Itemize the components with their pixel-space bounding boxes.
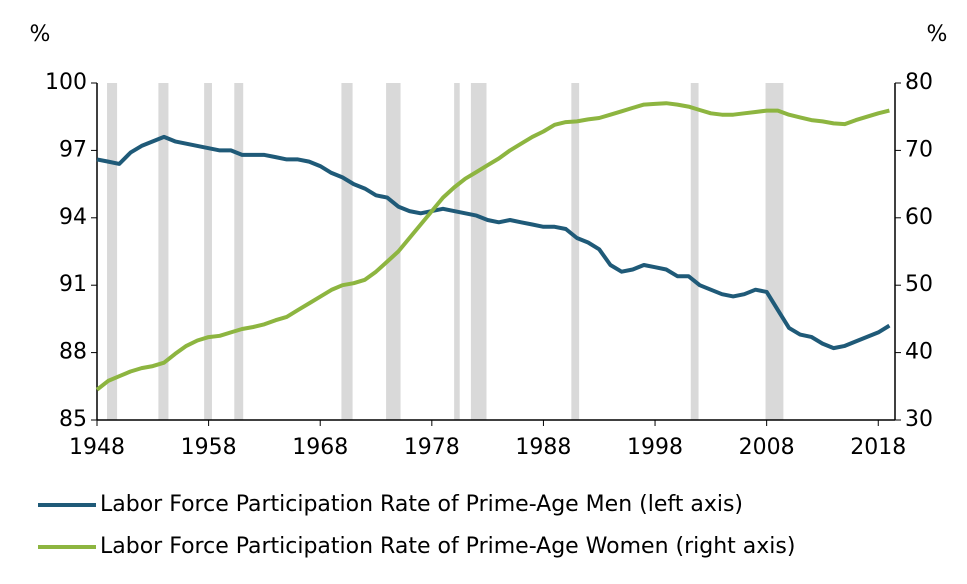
recession-band — [204, 83, 212, 420]
y2-tick-label: 50 — [905, 272, 933, 297]
x-tick-label: 2008 — [739, 435, 795, 460]
x-tick-label: 1988 — [515, 435, 571, 460]
y2-tick-label: 70 — [905, 137, 933, 162]
x-tick-label: 1968 — [292, 435, 348, 460]
x-tick-label: 1998 — [627, 435, 683, 460]
recession-band — [107, 83, 118, 420]
series-line — [95, 101, 890, 392]
y2-tick-label: 80 — [905, 70, 933, 95]
recession-band — [765, 83, 784, 420]
recession-band — [571, 83, 580, 420]
y2-tick-label: 40 — [905, 340, 933, 365]
recession-band — [690, 83, 699, 420]
y-tick-label: 97 — [59, 137, 87, 162]
recession-band — [454, 83, 460, 420]
legend-label: Labor Force Participation Rate of Prime-… — [100, 492, 743, 517]
x-tick-label: 2018 — [850, 435, 906, 460]
legend-label: Labor Force Participation Rate of Prime-… — [100, 534, 795, 559]
y2-tick-label: 60 — [905, 205, 933, 230]
series-line — [96, 134, 891, 351]
y-tick-label: 91 — [59, 272, 87, 297]
y2-tick-label: 30 — [905, 407, 933, 432]
x-tick-label: 1978 — [404, 435, 460, 460]
recession-band — [470, 83, 487, 420]
x-tick-label: 1958 — [181, 435, 237, 460]
y-tick-label: 100 — [45, 70, 87, 95]
recession-band — [341, 83, 353, 420]
y-axis-label: % — [30, 22, 51, 47]
y-tick-label: 94 — [59, 205, 87, 230]
y2-axis-label: % — [927, 22, 948, 47]
y-tick-label: 88 — [59, 340, 87, 365]
x-tick-label: 1948 — [69, 435, 125, 460]
y-tick-label: 85 — [59, 407, 87, 432]
recession-band — [386, 83, 401, 420]
recession-band — [234, 83, 244, 420]
recession-band — [158, 83, 169, 420]
